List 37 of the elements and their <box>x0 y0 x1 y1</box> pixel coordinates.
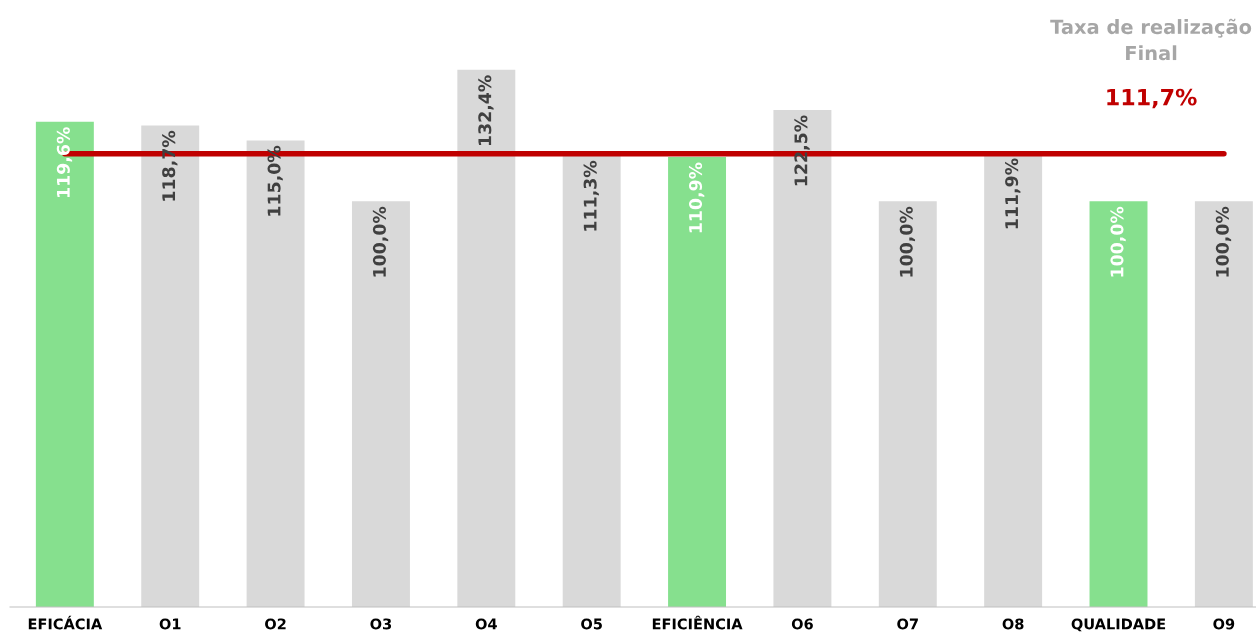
x-tick-label: O1 <box>159 618 181 630</box>
x-tick-label: O3 <box>370 618 392 630</box>
x-tick-label: EFICÁCIA <box>28 615 103 630</box>
x-tick-label: EFICIÊNCIA <box>652 615 743 630</box>
bar <box>351 201 410 608</box>
data-label: 115,0% <box>267 145 283 216</box>
data-label: 100,0% <box>1215 206 1232 277</box>
data-label: 111,3% <box>583 160 599 231</box>
x-tick-label: O2 <box>265 618 286 630</box>
bar <box>773 110 832 608</box>
data-label: 100,0% <box>1110 206 1126 277</box>
x-tick-label: O9 <box>1213 618 1235 630</box>
data-label: 111,9% <box>1005 158 1021 229</box>
data-label: 132,4% <box>478 75 494 146</box>
bar <box>141 125 200 608</box>
x-tick-label: O5 <box>581 618 602 630</box>
data-label: 100,0% <box>372 206 389 277</box>
bar <box>1089 201 1148 608</box>
x-tick-label: QUALIDADE <box>1071 618 1166 632</box>
data-label: 119,6% <box>56 127 73 197</box>
text: Taxa de realização Final <box>1050 18 1252 61</box>
data-label: 110,9% <box>688 162 705 233</box>
bar <box>35 121 94 608</box>
bar <box>668 157 727 608</box>
bar <box>562 155 621 608</box>
x-tick-label: O8 <box>1002 618 1024 630</box>
data-label: 118,7% <box>162 130 178 201</box>
bar <box>878 201 937 608</box>
data-label: 100,0% <box>899 206 916 277</box>
x-tick-label: O6 <box>791 618 813 630</box>
bar <box>457 69 516 608</box>
bar <box>1194 201 1253 608</box>
x-tick-label: O4 <box>475 618 497 630</box>
ref-line-label: 111,7% <box>1107 88 1197 109</box>
x-tick-label: O7 <box>897 618 918 630</box>
bar <box>246 140 305 608</box>
data-label: 122,5% <box>794 115 810 186</box>
